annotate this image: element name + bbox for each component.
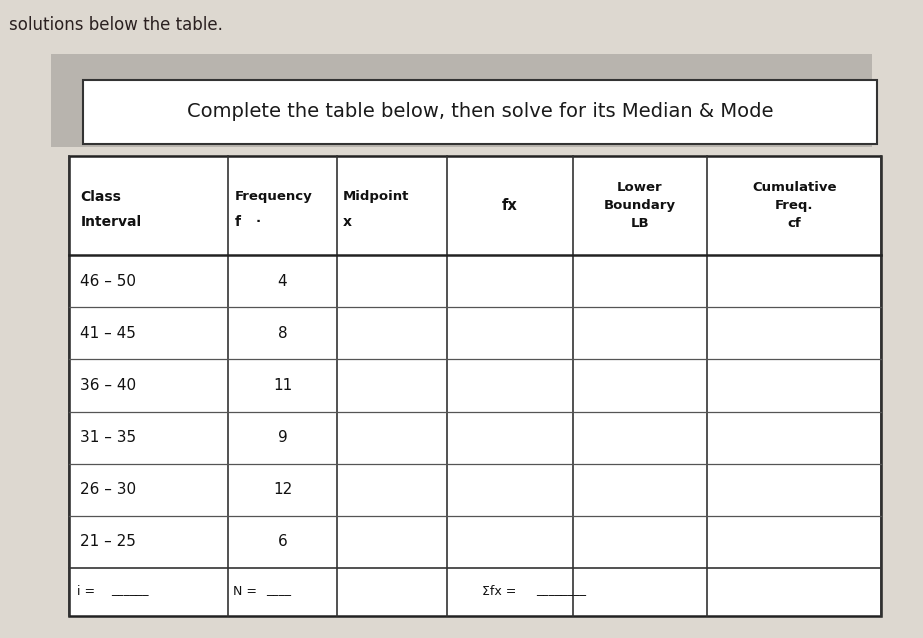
Text: 12: 12 bbox=[273, 482, 292, 497]
Text: Frequency: Frequency bbox=[235, 190, 313, 204]
Text: i =: i = bbox=[77, 585, 95, 598]
Text: Cumulative: Cumulative bbox=[752, 181, 836, 195]
Text: 9: 9 bbox=[278, 430, 287, 445]
Text: fx: fx bbox=[502, 198, 518, 213]
Text: ·: · bbox=[256, 216, 260, 228]
Text: cf: cf bbox=[787, 217, 801, 230]
Text: 26 – 30: 26 – 30 bbox=[80, 482, 137, 497]
Text: 21 – 25: 21 – 25 bbox=[80, 534, 137, 549]
Text: 11: 11 bbox=[273, 378, 292, 393]
Text: Lower: Lower bbox=[617, 181, 663, 195]
Text: LB: LB bbox=[630, 217, 649, 230]
Text: solutions below the table.: solutions below the table. bbox=[9, 16, 223, 34]
Text: f: f bbox=[235, 215, 241, 229]
FancyBboxPatch shape bbox=[83, 80, 877, 144]
Text: 31 – 35: 31 – 35 bbox=[80, 430, 137, 445]
Text: 4: 4 bbox=[278, 274, 287, 289]
Text: Class: Class bbox=[80, 190, 121, 204]
FancyBboxPatch shape bbox=[51, 54, 872, 147]
Text: Σfx =: Σfx = bbox=[482, 585, 517, 598]
Text: ________: ________ bbox=[535, 582, 586, 596]
Text: ______: ______ bbox=[111, 582, 149, 596]
Text: Complete the table below, then solve for its Median & Mode: Complete the table below, then solve for… bbox=[186, 102, 773, 121]
Text: 46 – 50: 46 – 50 bbox=[80, 274, 137, 289]
Text: 6: 6 bbox=[278, 534, 287, 549]
Text: 41 – 45: 41 – 45 bbox=[80, 326, 137, 341]
Text: Midpoint: Midpoint bbox=[342, 190, 409, 204]
Text: N =: N = bbox=[234, 585, 258, 598]
Text: ____: ____ bbox=[267, 582, 292, 596]
Text: Boundary: Boundary bbox=[604, 199, 676, 212]
Text: Interval: Interval bbox=[80, 215, 141, 229]
Text: 36 – 40: 36 – 40 bbox=[80, 378, 137, 393]
Text: 8: 8 bbox=[278, 326, 287, 341]
Text: x: x bbox=[342, 215, 352, 229]
Text: Freq.: Freq. bbox=[775, 199, 813, 212]
Bar bbox=[69, 156, 881, 616]
